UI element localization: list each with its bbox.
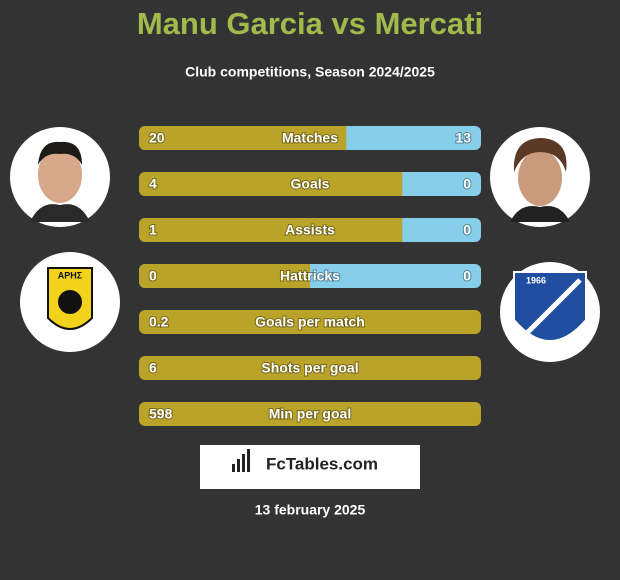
badge-text: 1966 [526,275,546,285]
left-bar [139,310,481,334]
brand-icon [232,449,250,472]
brand-box [200,445,420,489]
stat-label: Min per goal [269,406,351,422]
stat-label: Goals [291,176,330,192]
club-left-badge: ΑΡΗΣ [20,252,120,352]
right-value: 0 [463,268,471,284]
left-bar [139,356,481,380]
stat-label: Matches [282,130,338,146]
stat-row [139,172,481,196]
right-value: 0 [463,176,471,192]
left-value: 0 [149,268,157,284]
stat-label: Shots per goal [261,360,358,376]
right-value: 13 [455,130,471,146]
brand: FcTables.com [266,454,378,473]
stat-row [139,126,481,150]
stat-row [139,310,481,334]
left-value: 4 [149,176,157,192]
left-value: 1 [149,222,157,238]
left-value: 0.2 [149,314,169,330]
right-value: 0 [463,222,471,238]
left-bar [139,126,347,150]
left-value: 598 [149,406,173,422]
stat-label: Hattricks [280,268,340,284]
player-left-photo [10,127,110,227]
stat-row [139,264,481,288]
title: Manu Garcia vs Mercati [137,6,483,41]
badge-text: ΑΡΗΣ [58,270,83,280]
subtitle: Club competitions, Season 2024/2025 [185,64,435,80]
left-bar [139,264,310,288]
stat-row [139,402,481,426]
stat-row [139,356,481,380]
left-bar [139,218,403,242]
left-bar [139,172,403,196]
date: 13 february 2025 [255,502,366,518]
club-right-badge: 1966 [500,262,600,362]
left-value: 6 [149,360,157,376]
left-value: 20 [149,130,165,146]
stat-row [139,218,481,242]
stat-label: Goals per match [255,314,365,330]
stat-label: Assists [285,222,335,238]
left-bar [139,402,481,426]
player-right-photo [490,127,590,227]
